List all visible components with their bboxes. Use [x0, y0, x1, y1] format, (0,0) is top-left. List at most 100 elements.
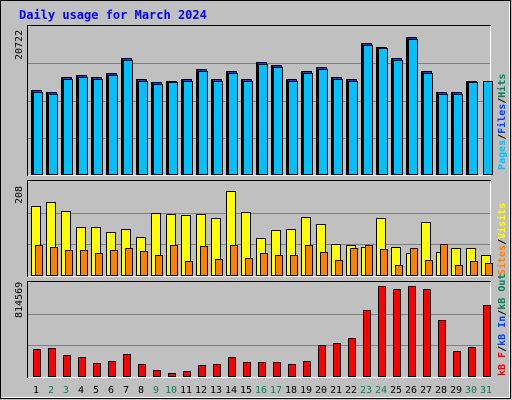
bar-sites-day-8 [140, 251, 148, 276]
day-label-22: 22 [345, 385, 357, 396]
bar-kb-day-20 [318, 345, 326, 377]
legend-sep-1: / [497, 134, 508, 140]
bar-pages-day-18 [288, 81, 298, 175]
bar-pages-day-12 [198, 71, 208, 175]
day-label-21: 21 [330, 385, 342, 396]
bar-kb-day-31 [483, 305, 491, 377]
bar-pages-day-2 [48, 94, 58, 175]
bar-kb-day-15 [243, 362, 251, 377]
day-label-5: 5 [93, 385, 99, 396]
legend-kbytes: kB F/kB In/kB Out [497, 274, 508, 376]
day-label-26: 26 [405, 385, 417, 396]
bar-sites-day-18 [290, 255, 298, 276]
bar-pages-day-6 [108, 75, 118, 175]
bar-pages-day-29 [453, 94, 463, 175]
day-label-12: 12 [195, 385, 207, 396]
chart-title: Daily usage for March 2024 [19, 8, 207, 22]
day-label-30: 30 [465, 385, 477, 396]
bar-pages-day-14 [228, 73, 238, 175]
kbytes-ymax-label: 814569 [14, 282, 25, 318]
bar-sites-day-17 [275, 255, 283, 276]
legend-visits-sites: Sites/Visits [496, 203, 508, 275]
bar-pages-day-13 [213, 81, 223, 175]
bar-pages-day-24 [378, 48, 388, 175]
bar-kb-day-2 [48, 348, 56, 377]
day-label-10: 10 [165, 385, 177, 396]
legend-sep-2: / [497, 98, 508, 104]
bar-kb-day-7 [123, 354, 131, 377]
legend-hits-files-pages: Pages/Files/Hits [496, 74, 508, 170]
bar-kb-day-29 [453, 351, 461, 377]
legend-kb-in: kB In [497, 316, 508, 346]
day-label-14: 14 [225, 385, 237, 396]
bars [31, 37, 493, 377]
bar-sites-day-20 [320, 252, 328, 276]
bar-sites-day-11 [185, 261, 193, 276]
bar-pages-day-5 [93, 79, 103, 175]
bar-kb-day-12 [198, 365, 206, 377]
bar-sites-day-21 [335, 260, 343, 276]
bar-sites-day-13 [215, 259, 223, 276]
bar-sites-day-30 [470, 261, 478, 276]
x-axis-day-labels: 1 2 3 4 5 6 7 8 9 10 11 12 13 14 15 16 17 18 19 20 21 22 23 24 2… [33, 385, 492, 396]
bar-kb-day-14 [228, 357, 236, 377]
day-label-31: 31 [480, 385, 492, 396]
bar-sites-day-24 [380, 249, 388, 276]
bar-sites-day-7 [125, 248, 133, 276]
legend-hits: Hits [496, 74, 508, 98]
legend-sep-4: / [497, 346, 508, 352]
day-label-3: 3 [63, 385, 69, 396]
day-label-24: 24 [375, 385, 387, 396]
bar-pages-day-31 [483, 81, 493, 175]
bar-sites-day-25 [395, 265, 403, 276]
visits-ymax-label: 208 [14, 186, 25, 204]
bar-kb-day-17 [273, 362, 281, 377]
bar-kb-day-1 [33, 349, 41, 377]
bar-kb-day-16 [258, 362, 266, 377]
day-label-1: 1 [33, 385, 39, 396]
legend-sites: Sites [496, 245, 508, 275]
day-label-16: 16 [255, 385, 267, 396]
legend-kb-f: kB F [497, 352, 508, 376]
day-label-2: 2 [48, 385, 54, 396]
bar-kb-day-11 [183, 371, 191, 377]
day-label-6: 6 [108, 385, 114, 396]
bar-pages-day-3 [63, 79, 73, 175]
bar-sites-day-2 [50, 247, 58, 276]
bar-sites-day-15 [245, 258, 253, 276]
bar-pages-day-10 [168, 82, 178, 175]
bar-sites-day-6 [110, 250, 118, 276]
bar-sites-day-31 [485, 263, 493, 276]
bar-kb-day-27 [423, 289, 431, 377]
day-label-23: 23 [360, 385, 372, 396]
bar-kb-day-25 [393, 289, 401, 377]
bar-pages-day-8 [138, 81, 148, 175]
bar-kb-day-30 [468, 347, 476, 377]
bar-pages-day-20 [318, 69, 328, 175]
bar-kb-day-3 [63, 355, 71, 377]
bar-kb-day-28 [438, 320, 446, 377]
bar-sites-day-29 [455, 265, 463, 276]
bar-pages-day-11 [183, 81, 193, 175]
hits-ymax-label: 20722 [14, 30, 25, 60]
day-label-18: 18 [285, 385, 297, 396]
bar-kb-day-4 [78, 357, 86, 377]
bar-pages-day-7 [123, 60, 133, 175]
bar-kb-day-18 [288, 364, 296, 377]
bar-pages-day-16 [258, 64, 268, 175]
bar-kb-day-9 [153, 370, 161, 377]
bar-kb-day-10 [168, 373, 176, 377]
bar-sites-day-22 [350, 248, 358, 276]
bar-sites-day-27 [425, 260, 433, 276]
bar-pages-day-30 [468, 82, 478, 175]
bar-pages-day-21 [333, 79, 343, 175]
bar-pages-day-4 [78, 77, 88, 175]
bar-pages-day-25 [393, 60, 403, 175]
bar-sites-day-14 [230, 245, 238, 276]
bar-sites-day-1 [35, 245, 43, 276]
bar-sites-day-23 [365, 245, 373, 276]
bar-sites-day-9 [155, 255, 163, 276]
bar-pages-day-15 [243, 81, 253, 175]
